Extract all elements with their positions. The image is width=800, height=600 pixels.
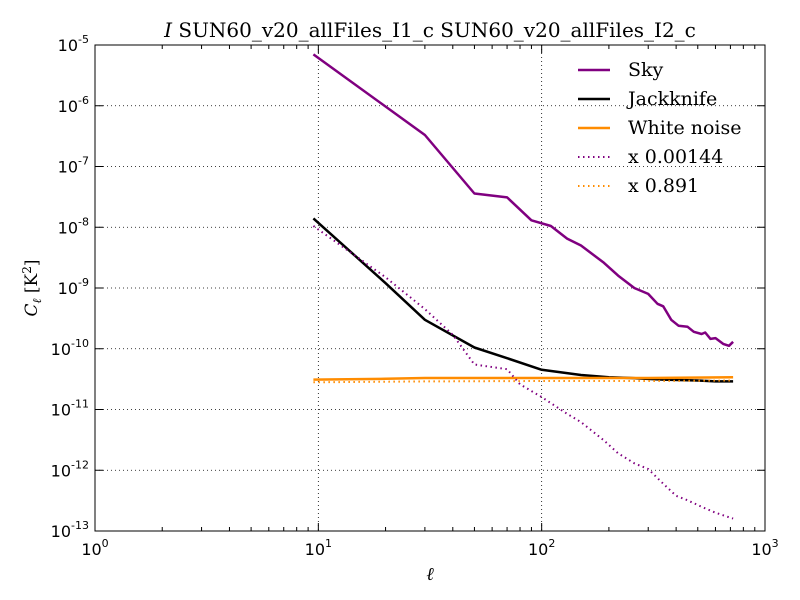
x-axis-label: ℓ <box>426 564 434 585</box>
x-tick-base: 10 <box>751 540 771 559</box>
x-tick-exponent: 2 <box>548 537 555 550</box>
y-tick-base: 10 <box>51 461 71 480</box>
y-tick-exponent: -11 <box>71 398 89 411</box>
y-tick-exponent: -6 <box>78 94 89 107</box>
y-label-unit-close: ] <box>22 259 42 266</box>
y-tick-exponent: -10 <box>71 337 89 350</box>
y-tick-base: 10 <box>58 36 78 55</box>
y-tick-exponent: -12 <box>71 458 89 471</box>
x-tick-exponent: 3 <box>772 537 779 550</box>
legend-label: Jackknife <box>626 88 717 110</box>
y-tick-label: 10-9 <box>58 276 89 298</box>
x-tick-label: 101 <box>305 537 332 559</box>
legend: Sky Jackknife White noise x 0.00144 x 0.891 <box>578 59 742 197</box>
y-tick-exponent: -8 <box>78 215 89 228</box>
y-tick-label: 10-13 <box>51 519 89 541</box>
title-text: SUN60_v20_allFiles_I1_c SUN60_v20_allFil… <box>172 18 696 42</box>
legend-label: x 0.891 <box>628 175 699 197</box>
y-tick-exponent: -13 <box>71 519 89 532</box>
y-tick-label: 10-12 <box>51 458 89 480</box>
y-tick-label: 10-6 <box>58 94 89 116</box>
x-tick-base: 10 <box>81 540 101 559</box>
y-label-subscript: ℓ <box>30 299 44 304</box>
y-tick-base: 10 <box>58 158 78 177</box>
y-tick-exponent: -9 <box>78 276 89 289</box>
y-tick-base: 10 <box>51 340 71 359</box>
y-tick-base: 10 <box>58 97 78 116</box>
x-tick-label: 103 <box>751 537 778 559</box>
y-label-symbol: C <box>22 304 42 317</box>
x-tick-label: 102 <box>528 537 555 559</box>
x-tick-base: 10 <box>305 540 325 559</box>
y-tick-base: 10 <box>51 401 71 420</box>
y-tick-label: 10-5 <box>58 33 89 55</box>
y-tick-exponent: -7 <box>78 155 89 168</box>
y-tick-label: 10-7 <box>58 155 89 177</box>
series-line-sky <box>312 53 734 348</box>
axes-frame <box>94 44 766 532</box>
x-tick-base: 10 <box>528 540 548 559</box>
y-tick-base: 10 <box>58 279 78 298</box>
axis-tick-labels: 100 101 102 10310-510-610-710-810-910-1010-… <box>51 33 779 559</box>
plot-series <box>312 53 734 520</box>
legend-label: White noise <box>628 117 742 139</box>
chart-title: I SUN60_v20_allFiles_I1_c SUN60_v20_allF… <box>163 18 696 42</box>
series-line-white-noise <box>313 375 734 381</box>
y-label-unit-exponent: 2 <box>20 266 34 274</box>
legend-label: x 0.00144 <box>628 146 723 168</box>
y-label-unit-open: [K <box>22 273 42 298</box>
y-tick-exponent: -5 <box>78 33 89 46</box>
title-italic-part: I <box>163 18 173 42</box>
y-tick-label: 10-8 <box>58 215 89 237</box>
x-tick-exponent: 1 <box>325 537 332 550</box>
y-tick-base: 10 <box>51 522 71 541</box>
legend-label: Sky <box>628 59 664 81</box>
x-tick-exponent: 0 <box>102 537 109 550</box>
x-tick-label: 100 <box>81 537 108 559</box>
y-tick-label: 10-11 <box>51 398 89 420</box>
y-axis-label: Cℓ [K2] <box>20 259 44 316</box>
y-tick-base: 10 <box>58 218 78 237</box>
y-tick-label: 10-10 <box>51 337 89 359</box>
series-line-jackknife <box>312 217 734 383</box>
